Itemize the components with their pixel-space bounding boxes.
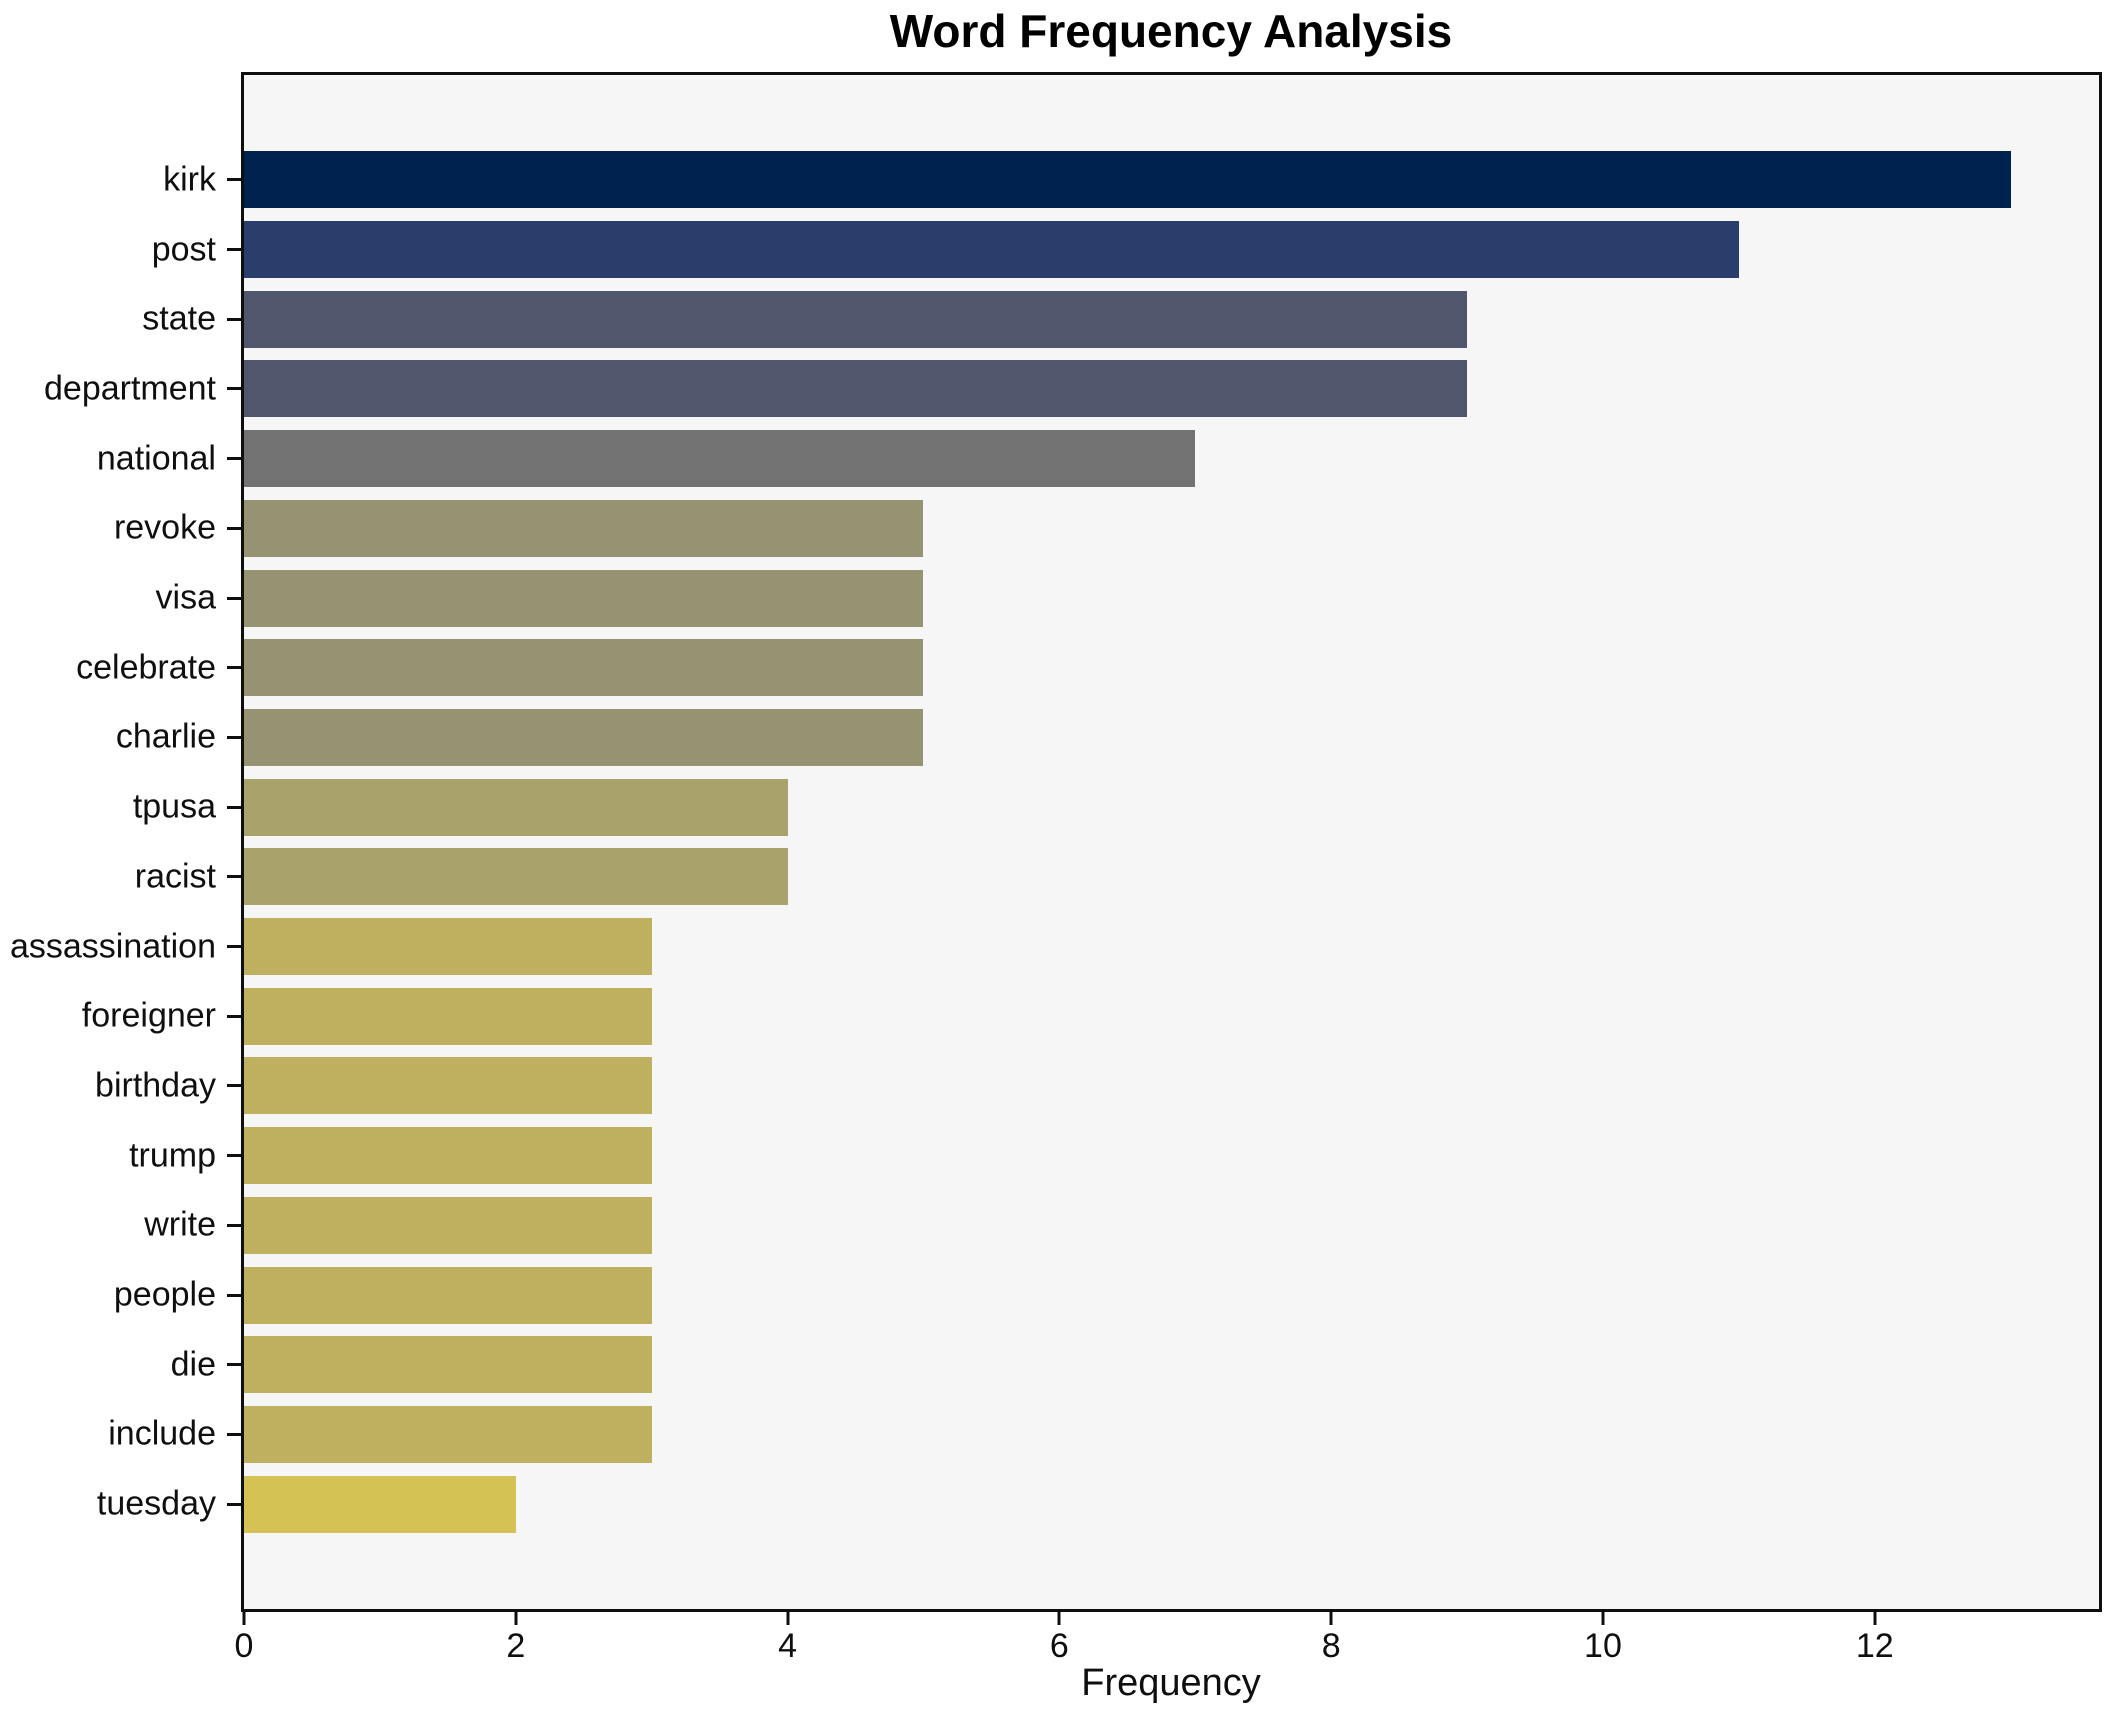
y-tick-mark [227, 596, 241, 600]
y-tick-label-visa: visa [155, 578, 216, 617]
x-tick-label-2: 2 [506, 1627, 526, 1665]
y-tick-mark [227, 945, 241, 949]
y-tick-label-people: people [113, 1275, 216, 1314]
y-tick-label-foreigner: foreigner [81, 996, 216, 1035]
y-tick-mark [227, 457, 241, 461]
x-tick-mark [1057, 1612, 1061, 1625]
bar-post [244, 221, 1739, 279]
y-tick-label-kirk: kirk [163, 160, 216, 199]
y-tick-label-state: state [142, 299, 216, 338]
bar-tpusa [244, 778, 788, 836]
x-tick-label-12: 12 [1855, 1627, 1894, 1665]
x-tick-mark [1873, 1612, 1877, 1625]
y-tick-label-write: write [144, 1205, 216, 1244]
bar-revoke [244, 499, 924, 557]
y-tick-label-revoke: revoke [113, 508, 216, 547]
y-tick-mark [227, 875, 241, 879]
x-tick-label-0: 0 [234, 1627, 254, 1665]
y-tick-mark [227, 1502, 241, 1506]
y-tick-label-tpusa: tpusa [132, 787, 216, 826]
x-tick-mark [1601, 1612, 1605, 1625]
y-tick-mark [227, 735, 241, 739]
bar-national [244, 430, 1196, 488]
x-tick-label-8: 8 [1321, 1627, 1341, 1665]
bar-assassination [244, 918, 652, 976]
bar-birthday [244, 1057, 652, 1115]
y-tick-mark [227, 1014, 241, 1018]
y-tick-label-racist: racist [134, 857, 216, 896]
y-tick-label-trump: trump [129, 1136, 216, 1175]
x-tick-label-4: 4 [778, 1627, 798, 1665]
bar-department [244, 360, 1468, 418]
y-tick-label-tuesday: tuesday [96, 1484, 216, 1523]
chart-title: Word Frequency Analysis [889, 5, 1453, 57]
y-tick-mark [227, 805, 241, 809]
x-tick-label-6: 6 [1049, 1627, 1069, 1665]
bar-charlie [244, 708, 924, 766]
y-tick-label-include: include [108, 1414, 216, 1453]
bar-celebrate [244, 639, 924, 697]
bar-state [244, 290, 1468, 348]
bar-foreigner [244, 987, 652, 1045]
x-tick-mark [786, 1612, 790, 1625]
bar-include [244, 1405, 652, 1463]
y-tick-label-department: department [44, 369, 216, 408]
y-tick-label-national: national [96, 439, 216, 478]
bar-people [244, 1266, 652, 1324]
y-tick-mark [227, 387, 241, 391]
y-tick-label-assassination: assassination [9, 927, 216, 966]
y-tick-mark [227, 526, 241, 530]
plot-area: kirk post state department national revoke vis… [10, 72, 2102, 1665]
x-tick-mark [514, 1612, 518, 1625]
y-tick-label-birthday: birthday [95, 1066, 216, 1105]
y-tick-mark [227, 1154, 241, 1158]
y-tick-mark [227, 317, 241, 321]
bar-tuesday [244, 1475, 516, 1533]
y-tick-mark [227, 1363, 241, 1367]
y-tick-mark [227, 1432, 241, 1436]
y-tick-label-celebrate: celebrate [76, 648, 216, 687]
x-tick-mark [242, 1612, 246, 1625]
bar-die [244, 1336, 652, 1394]
bar-write [244, 1196, 652, 1254]
y-tick-label-die: die [170, 1345, 216, 1384]
y-tick-mark [227, 178, 241, 182]
bar-racist [244, 848, 788, 906]
y-tick-mark [227, 1293, 241, 1297]
bar-trump [244, 1127, 652, 1185]
bar-kirk [244, 151, 2011, 209]
x-tick-label-10: 10 [1584, 1627, 1622, 1665]
x-axis-label: Frequency [1081, 1662, 1261, 1704]
y-tick-mark [227, 666, 241, 670]
y-tick-label-charlie: charlie [115, 717, 216, 756]
bar-visa [244, 569, 924, 627]
y-tick-mark [227, 1223, 241, 1227]
x-tick-mark [1329, 1612, 1333, 1625]
y-tick-mark [227, 1084, 241, 1088]
y-tick-label-post: post [151, 230, 216, 269]
y-tick-mark [227, 248, 241, 252]
